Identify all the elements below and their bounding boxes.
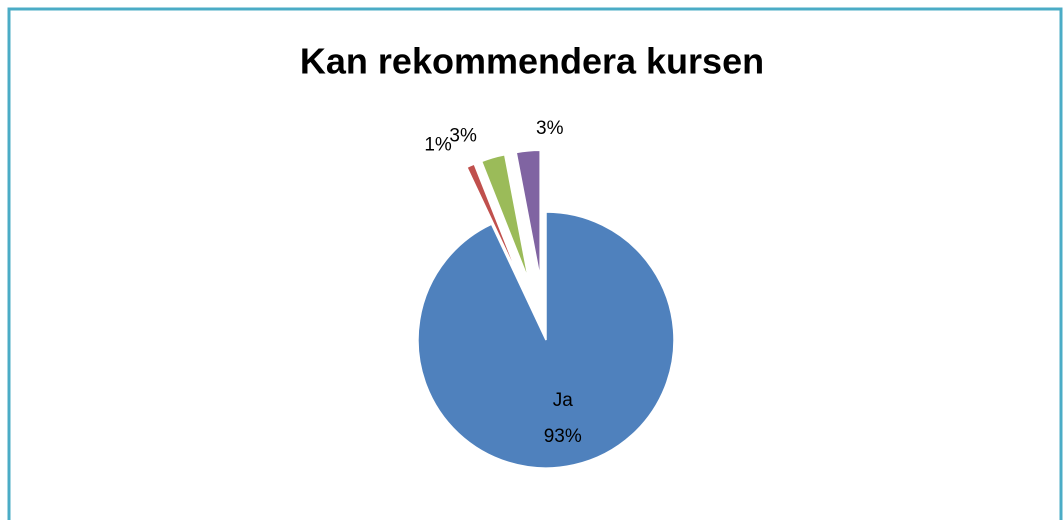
pie-slice bbox=[515, 149, 541, 279]
pie-slice bbox=[480, 153, 530, 281]
slice-category-label: Ja bbox=[553, 390, 574, 411]
slice-value-label: 3% bbox=[449, 125, 477, 146]
pie-slice bbox=[417, 211, 675, 469]
slice-value-label: 3% bbox=[536, 118, 564, 139]
chart-title: Kan rekommendera kursen bbox=[300, 41, 764, 82]
slice-value-label: 1% bbox=[424, 134, 452, 155]
pie-slice bbox=[465, 163, 523, 284]
slice-value-label: 93% bbox=[544, 426, 582, 447]
